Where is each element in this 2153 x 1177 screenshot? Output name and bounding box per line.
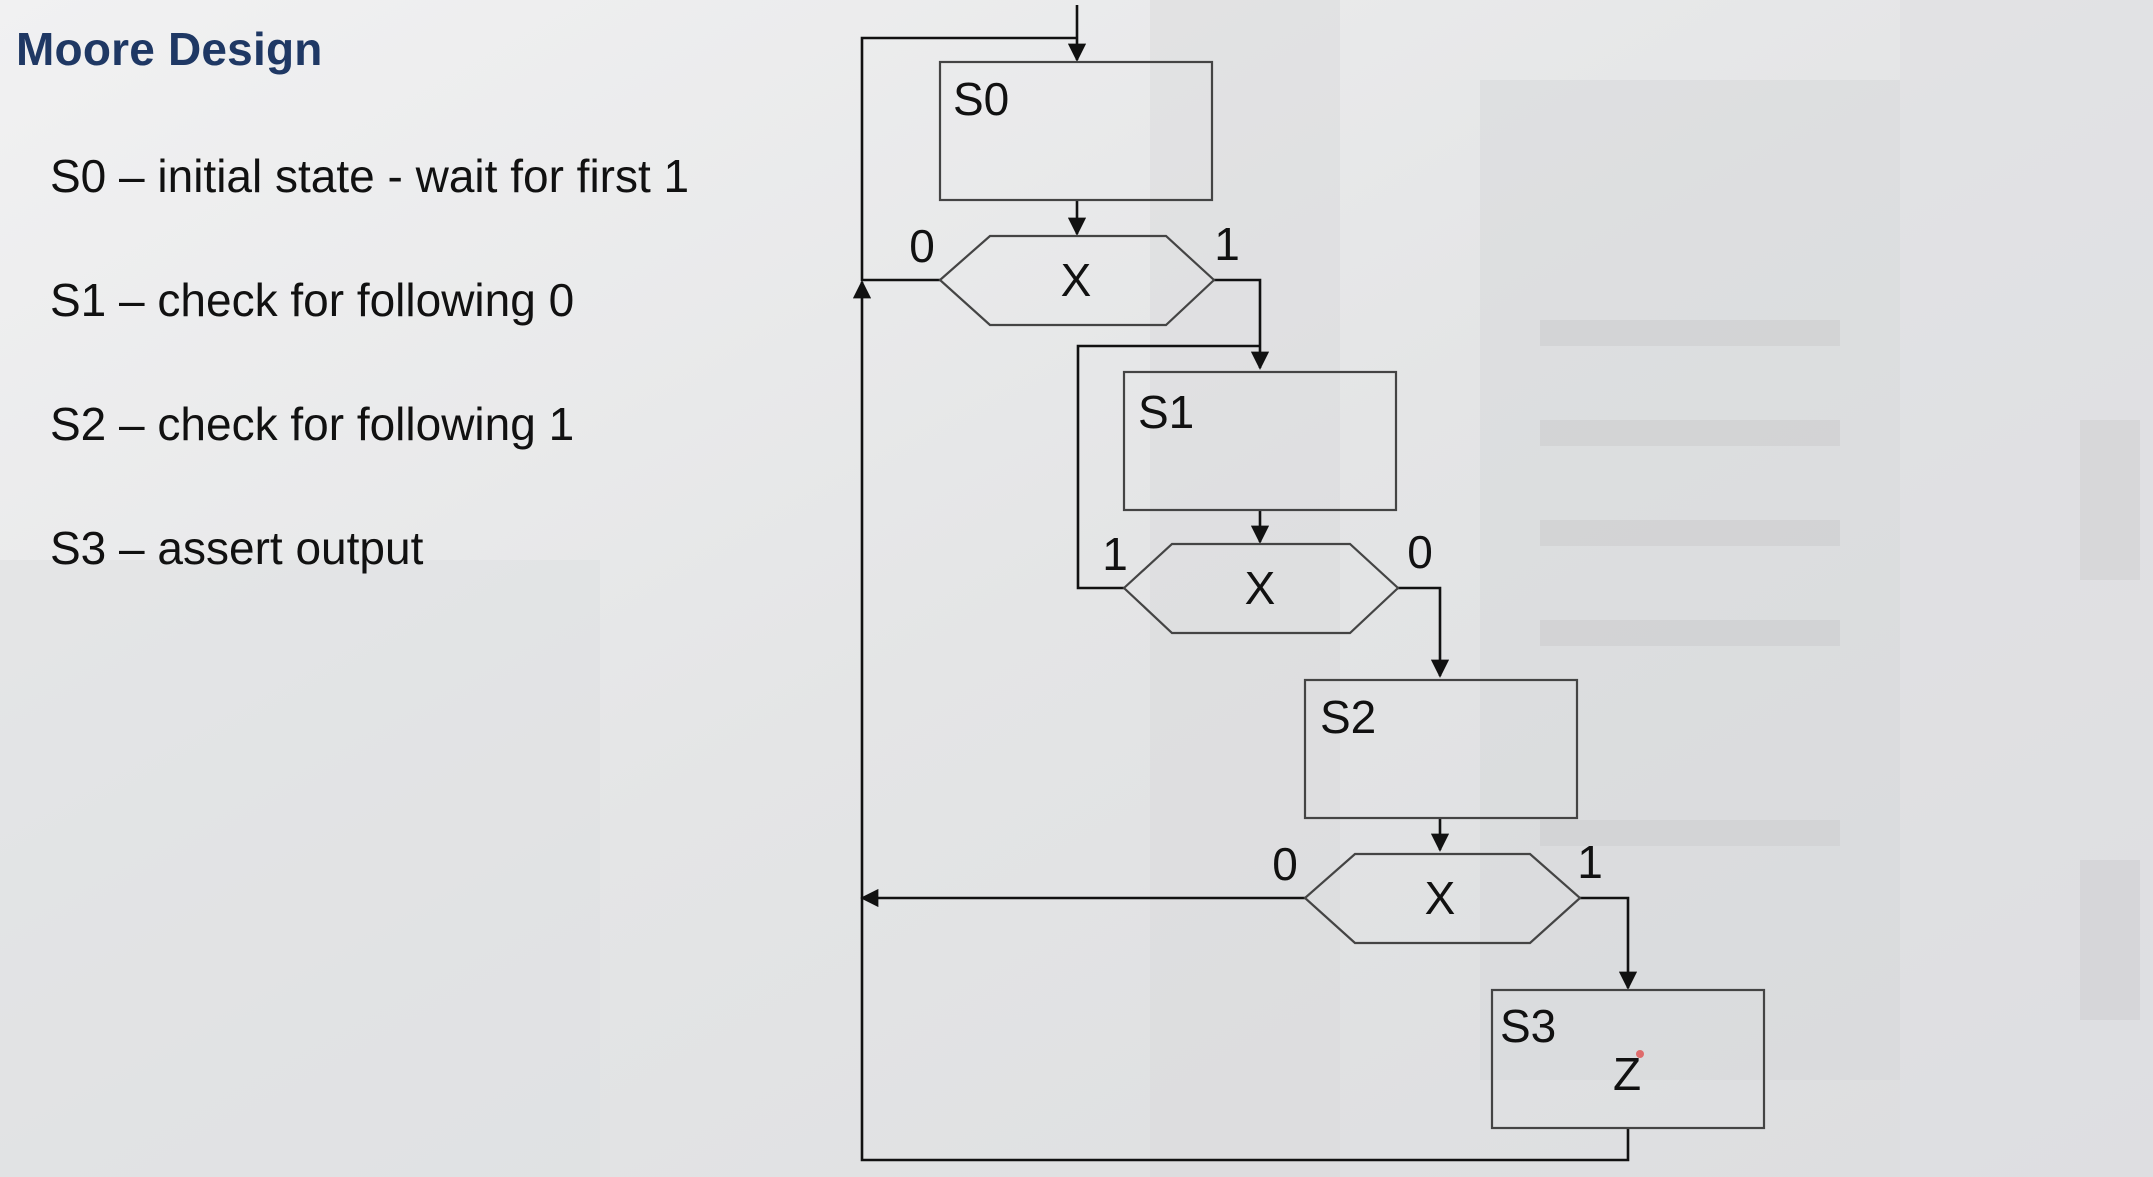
decision-hex-3: X 0 1 <box>1272 836 1603 945</box>
decision-1-right-label: 1 <box>1214 218 1240 270</box>
decision-2-true-loop <box>1076 344 1260 590</box>
state-description-s0: S0 – initial state - wait for first 1 <box>50 150 690 202</box>
decision-var-1: X <box>1061 254 1092 306</box>
state-box-s3: S3 Z <box>1490 988 1766 1130</box>
decision-2-left-label: 1 <box>1102 528 1128 580</box>
decision-3-left-label: 0 <box>1272 838 1298 890</box>
slide-title: Moore Design <box>16 23 323 75</box>
state-name-s1: S1 <box>1138 386 1194 438</box>
decision-1-false-loop <box>860 36 1077 282</box>
state-box-s1: S1 <box>1122 370 1398 512</box>
state-description-s1: S1 – check for following 0 <box>50 274 575 326</box>
decision-1-left-label: 0 <box>909 220 935 272</box>
decision-hex-2: X 1 0 <box>1102 526 1433 635</box>
state-name-s3: S3 <box>1500 1000 1556 1052</box>
decision-3-right-label: 1 <box>1577 836 1603 888</box>
decision-3-to-s3 <box>1580 896 1638 990</box>
decision-hex-1: X 0 1 <box>909 218 1240 327</box>
decision-1-to-s1 <box>1214 278 1270 370</box>
state-box-s2: S2 <box>1303 678 1579 820</box>
state-description-s2: S2 – check for following 1 <box>50 398 575 450</box>
state-box-s0: S0 <box>938 60 1214 202</box>
s3-return-to-s0 <box>852 280 1630 1162</box>
decision-var-2: X <box>1245 562 1276 614</box>
state-description-s3: S3 – assert output <box>50 522 424 574</box>
pointer-dot <box>1636 1050 1644 1058</box>
state-output-s3: Z <box>1613 1048 1641 1100</box>
state-name-s2: S2 <box>1320 691 1376 743</box>
decision-2-right-label: 0 <box>1407 526 1433 578</box>
decision-2-to-s2 <box>1398 586 1450 678</box>
state-name-s0: S0 <box>953 73 1009 125</box>
decision-var-3: X <box>1425 872 1456 924</box>
state-description-list: S0 – initial state - wait for first 1 S1… <box>50 148 689 644</box>
